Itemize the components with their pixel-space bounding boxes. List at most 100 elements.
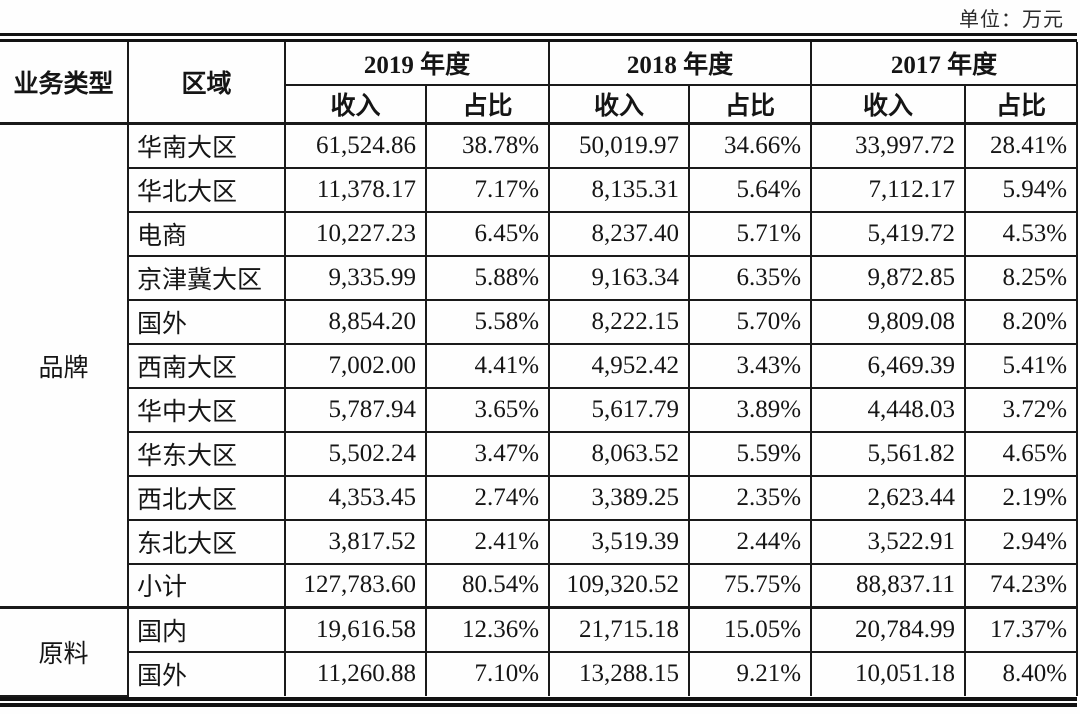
header-business-type: 业务类型 bbox=[0, 42, 129, 125]
region-cell: 华南大区 bbox=[127, 122, 286, 169]
income-2018-cell: 109,320.52 bbox=[548, 562, 691, 609]
income-2019-cell: 61,524.86 bbox=[284, 122, 427, 169]
share-2017-cell: 5.94% bbox=[964, 166, 1079, 213]
share-2018-cell: 2.44% bbox=[688, 518, 813, 565]
income-2019-cell: 11,378.17 bbox=[284, 166, 427, 213]
region-cell: 东北大区 bbox=[127, 518, 286, 565]
bottom-double-rule bbox=[0, 696, 1077, 707]
table-body: 品牌 华南大区 61,524.86 38.78% 50,019.97 34.66%… bbox=[0, 122, 1079, 697]
share-2019-cell: 2.74% bbox=[424, 474, 551, 521]
share-2017-cell: 28.41% bbox=[964, 122, 1079, 169]
share-2017-cell: 74.23% bbox=[964, 562, 1079, 609]
region-cell: 西南大区 bbox=[127, 342, 286, 389]
income-2018-cell: 8,135.31 bbox=[548, 166, 691, 213]
share-2017-cell: 17.37% bbox=[964, 606, 1079, 653]
share-2017-cell: 2.19% bbox=[964, 474, 1079, 521]
table-header: 业务类型 区域 2019 年度 2018 年度 2017 年度 收入 占比 收入… bbox=[0, 42, 1079, 125]
share-2019-cell: 7.10% bbox=[424, 650, 551, 696]
share-2018-cell: 9.21% bbox=[688, 650, 813, 696]
income-2017-cell: 2,623.44 bbox=[810, 474, 967, 521]
share-2019-cell: 5.58% bbox=[424, 298, 551, 345]
share-2019-cell: 80.54% bbox=[424, 562, 551, 609]
share-2018-cell: 5.64% bbox=[688, 166, 813, 213]
income-2019-cell: 3,817.52 bbox=[284, 518, 427, 565]
unit-label: 单位：万元 bbox=[959, 9, 1064, 31]
share-2017-cell: 4.53% bbox=[964, 210, 1079, 257]
region-cell: 小计 bbox=[127, 562, 286, 609]
income-2019-cell: 5,502.24 bbox=[284, 430, 427, 477]
share-2018-cell: 15.05% bbox=[688, 606, 813, 653]
income-2018-cell: 8,063.52 bbox=[548, 430, 691, 477]
header-year-2018: 2018 年度 bbox=[548, 42, 813, 86]
region-cell: 华中大区 bbox=[127, 386, 286, 433]
table-row: 国外 8,854.20 5.58% 8,222.15 5.70% 9,809.0… bbox=[0, 298, 1079, 345]
share-2018-cell: 5.71% bbox=[688, 210, 813, 257]
header-year-2019: 2019 年度 bbox=[283, 42, 551, 86]
share-2018-cell: 5.59% bbox=[688, 430, 813, 477]
share-2018-cell: 5.70% bbox=[688, 298, 813, 345]
share-2017-cell: 4.65% bbox=[964, 430, 1079, 477]
header-share-2018: 占比 bbox=[688, 84, 813, 125]
region-cell: 国内 bbox=[127, 606, 286, 653]
income-2019-cell: 4,353.45 bbox=[284, 474, 427, 521]
income-2017-cell: 6,469.39 bbox=[810, 342, 967, 389]
share-2018-cell: 3.89% bbox=[688, 386, 813, 433]
region-cell: 国外 bbox=[127, 650, 286, 696]
share-2019-cell: 7.17% bbox=[424, 166, 551, 213]
table-row: 华北大区 11,378.17 7.17% 8,135.31 5.64% 7,11… bbox=[0, 166, 1079, 213]
income-2018-cell: 5,617.79 bbox=[548, 386, 691, 433]
share-2019-cell: 12.36% bbox=[424, 606, 551, 653]
share-2019-cell: 4.41% bbox=[424, 342, 551, 389]
table-row: 原料 国内 19,616.58 12.36% 21,715.18 15.05% 2… bbox=[0, 606, 1079, 697]
share-2019-cell: 5.88% bbox=[424, 254, 551, 301]
table-row: 东北大区 3,817.52 2.41% 3,519.39 2.44% 3,522… bbox=[0, 518, 1079, 565]
header-income-2017: 收入 bbox=[810, 84, 967, 125]
income-2018-cell: 3,519.39 bbox=[548, 518, 691, 565]
header-row-metrics: 收入 占比 收入 占比 收入 占比 bbox=[0, 84, 1079, 125]
share-2019-cell: 3.65% bbox=[424, 386, 551, 433]
table-row: 华中大区 5,787.94 3.65% 5,617.79 3.89% 4,448… bbox=[0, 386, 1079, 433]
income-2019-cell: 8,854.20 bbox=[284, 298, 427, 345]
revenue-by-region-table: 业务类型 区域 2019 年度 2018 年度 2017 年度 收入 占比 收入… bbox=[0, 42, 1079, 697]
income-2017-cell: 7,112.17 bbox=[810, 166, 967, 213]
income-2017-cell: 10,051.18 bbox=[810, 650, 967, 696]
share-2019-cell: 6.45% bbox=[424, 210, 551, 257]
rule-bar bbox=[0, 702, 1077, 707]
header-row-years: 业务类型 区域 2019 年度 2018 年度 2017 年度 bbox=[0, 42, 1079, 125]
income-2017-cell: 9,872.85 bbox=[810, 254, 967, 301]
rule-bar bbox=[0, 33, 1077, 36]
income-2019-cell: 10,227.23 bbox=[284, 210, 427, 257]
income-2018-cell: 21,715.18 bbox=[548, 606, 691, 653]
header-share-2017: 占比 bbox=[964, 84, 1079, 125]
income-2018-cell: 8,237.40 bbox=[548, 210, 691, 257]
income-2017-cell: 5,561.82 bbox=[810, 430, 967, 477]
table-row: 电商 10,227.23 6.45% 8,237.40 5.71% 5,419.… bbox=[0, 210, 1079, 257]
rule-bar bbox=[0, 39, 1077, 42]
income-2018-cell: 3,389.25 bbox=[548, 474, 691, 521]
header-share-2019: 占比 bbox=[424, 84, 551, 125]
header-income-2019: 收入 bbox=[284, 84, 427, 125]
table-row: 品牌 华南大区 61,524.86 38.78% 50,019.97 34.66%… bbox=[0, 122, 1079, 609]
share-2019-cell: 2.41% bbox=[424, 518, 551, 565]
income-2019-cell: 5,787.94 bbox=[284, 386, 427, 433]
share-2019-cell: 38.78% bbox=[424, 122, 551, 169]
table-row: 西北大区 4,353.45 2.74% 3,389.25 2.35% 2,623… bbox=[0, 474, 1079, 521]
income-2017-cell: 3,522.91 bbox=[810, 518, 967, 565]
share-2017-cell: 3.72% bbox=[964, 386, 1079, 433]
business-type-cell: 品牌 bbox=[0, 122, 129, 609]
region-cell: 京津冀大区 bbox=[127, 254, 286, 301]
header-income-2018: 收入 bbox=[548, 84, 691, 125]
share-2017-cell: 8.25% bbox=[964, 254, 1079, 301]
rule-bar bbox=[0, 696, 1077, 701]
region-cell: 电商 bbox=[127, 210, 286, 257]
top-double-rule bbox=[0, 33, 1077, 42]
share-2017-cell: 8.20% bbox=[964, 298, 1079, 345]
header-region: 区域 bbox=[127, 42, 286, 125]
income-2018-cell: 4,952.42 bbox=[548, 342, 691, 389]
table-row: 西南大区 7,002.00 4.41% 4,952.42 3.43% 6,469… bbox=[0, 342, 1079, 389]
table-row: 华东大区 5,502.24 3.47% 8,063.52 5.59% 5,561… bbox=[0, 430, 1079, 477]
income-2017-cell: 9,809.08 bbox=[810, 298, 967, 345]
share-2017-cell: 2.94% bbox=[964, 518, 1079, 565]
income-2018-cell: 50,019.97 bbox=[548, 122, 691, 169]
table-row: 国外 11,260.88 7.10% 13,288.15 9.21% 10,05… bbox=[0, 650, 1079, 696]
